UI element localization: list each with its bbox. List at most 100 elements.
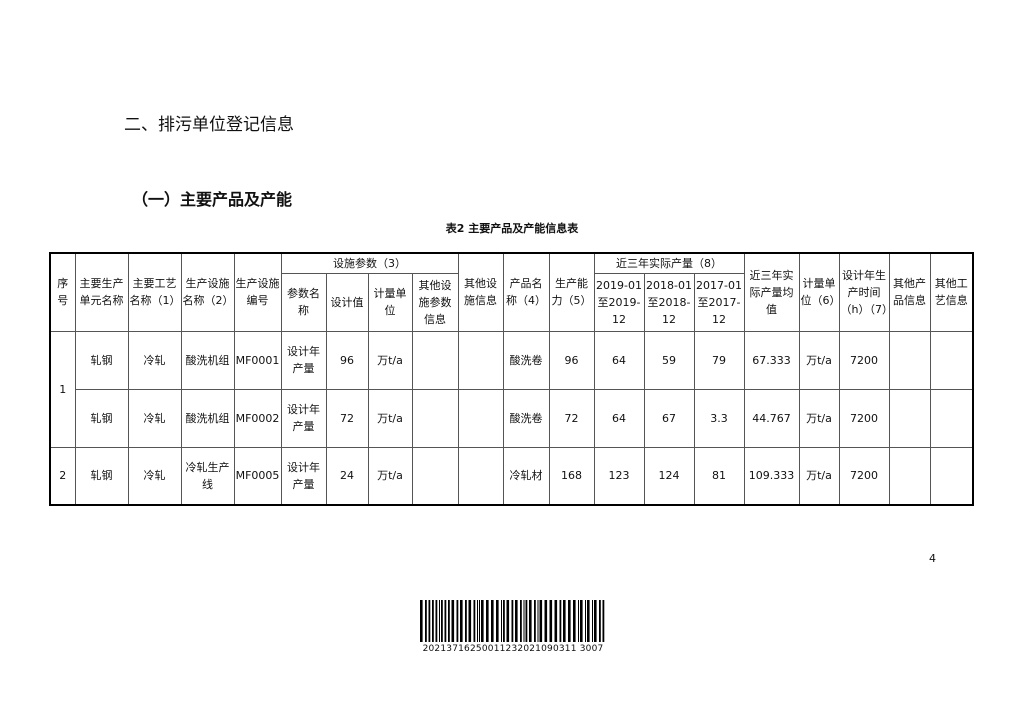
barcode-bar [534, 600, 536, 642]
cell-param-unit: 万t/a [367, 446, 413, 506]
cell-design-value: 96 [325, 330, 369, 390]
barcode-bar [468, 600, 472, 642]
cell-param-unit: 万t/a [367, 330, 413, 390]
barcode-bar [594, 600, 597, 642]
cell-avg: 109.333 [743, 446, 800, 506]
cell-facility-no: MF0002 [233, 388, 282, 448]
cell-other-facility [457, 388, 504, 448]
cell-param-name: 设计年产量 [280, 330, 327, 390]
barcode-bar [537, 600, 539, 642]
barcode-bar [602, 600, 605, 642]
barcode-number: 20213716250011232021090311 3007 [422, 644, 604, 654]
header-row: 序号 主要生产单元名称 主要工艺名称（1） 生产设施名称（2） 生产设施编号 设… [49, 252, 974, 332]
barcode-bar [515, 600, 518, 642]
cell-other-param [411, 388, 459, 448]
cell-2017: 3.3 [693, 388, 745, 448]
barcode-bar [477, 600, 478, 642]
cell-unit6: 万t/a [798, 330, 840, 390]
cell-other-facility [457, 446, 504, 506]
cell-facility-no: MF0005 [233, 446, 282, 506]
header-hours: 设计年生产时间（h）（7） [838, 252, 890, 332]
barcode-bar [465, 600, 467, 642]
cell-avg: 67.333 [743, 330, 800, 390]
barcode-bar [486, 600, 489, 642]
cell-avg: 44.767 [743, 388, 800, 448]
cell-other-facility [457, 330, 504, 390]
cell-capacity: 96 [548, 330, 595, 390]
cell-hours: 7200 [838, 330, 890, 390]
barcode-bar [523, 600, 525, 642]
cell-other-process [929, 330, 974, 390]
header-param-name: 参数名称 [280, 272, 327, 332]
barcode-bar [525, 600, 528, 642]
cell-2019: 64 [593, 330, 645, 390]
cell-design-value: 24 [325, 446, 369, 506]
barcode-bar [520, 600, 522, 642]
cell-other-param [411, 446, 459, 506]
header-other-facility: 其他设施信息 [457, 252, 504, 332]
header-facility-no: 生产设施编号 [233, 252, 282, 332]
cell-2019: 123 [593, 446, 645, 506]
cell-hours: 7200 [838, 388, 890, 448]
cell-2017: 79 [693, 330, 745, 390]
header-unit: 主要生产单元名称 [74, 252, 129, 332]
cell-other-product [888, 388, 931, 448]
cell-param-name: 设计年产量 [280, 446, 327, 506]
cell-process: 冷轧 [127, 330, 182, 390]
header-2017: 2017-01至2017-12 [693, 272, 745, 332]
barcode-bar [428, 600, 431, 642]
barcode-bar [451, 600, 455, 642]
barcode-bar [511, 600, 514, 642]
barcode-bar [491, 600, 494, 642]
cell-2018: 124 [643, 446, 695, 506]
barcode-bar [599, 600, 601, 642]
barcode-bar [592, 600, 593, 642]
cell-capacity: 72 [548, 388, 595, 448]
cell-product: 冷轧材 [502, 446, 550, 506]
header-param-unit: 计量单位 [367, 272, 413, 332]
cell-capacity: 168 [548, 446, 595, 506]
page-number: 4 [929, 552, 936, 565]
subsection-title: （一）主要产品及产能 [132, 190, 293, 209]
barcode-bar [529, 600, 532, 642]
cell-2017: 81 [693, 446, 745, 506]
barcode-bar [544, 600, 548, 642]
barcode-bar [420, 600, 423, 642]
header-unit6: 计量单位（6） [798, 252, 840, 332]
cell-param-name: 设计年产量 [280, 388, 327, 448]
barcode-bar [559, 600, 562, 642]
cell-2019: 64 [593, 388, 645, 448]
barcode-bar [580, 600, 583, 642]
barcode-bar [439, 600, 440, 642]
header-facility: 生产设施名称（2） [180, 252, 235, 332]
cell-other-process [929, 388, 974, 448]
cell-hours: 7200 [838, 446, 890, 506]
header-process: 主要工艺名称（1） [127, 252, 182, 332]
cell-facility-no: MF0001 [233, 330, 282, 390]
header-other-process: 其他工艺信息 [929, 252, 974, 332]
cell-param-unit: 万t/a [367, 388, 413, 448]
cell-product: 酸洗卷 [502, 388, 550, 448]
header-params-group: 设施参数（3） [280, 252, 459, 274]
barcode-bar [539, 600, 543, 642]
barcode-bar [578, 600, 579, 642]
header-other-product: 其他产品信息 [888, 252, 931, 332]
cell-facility: 酸洗机组 [180, 330, 235, 390]
header-capacity: 生产能力（5） [548, 252, 595, 332]
barcode-bar [496, 600, 499, 642]
cell-process: 冷轧 [127, 388, 182, 448]
barcode-bar [435, 600, 438, 642]
barcode-bar [473, 600, 476, 642]
header-2018: 2018-01至2018-12 [643, 272, 695, 332]
barcode-bar [481, 600, 484, 642]
barcode-bar [479, 600, 480, 642]
barcode-bar [549, 600, 553, 642]
cell-facility: 冷轧生产线 [180, 446, 235, 506]
cell-seq: 1 [49, 330, 76, 448]
cell-process: 冷轧 [127, 446, 182, 506]
cell-unit: 轧钢 [74, 330, 129, 390]
barcode-bar [503, 600, 505, 642]
cell-other-product [888, 330, 931, 390]
barcode-bar [554, 600, 558, 642]
